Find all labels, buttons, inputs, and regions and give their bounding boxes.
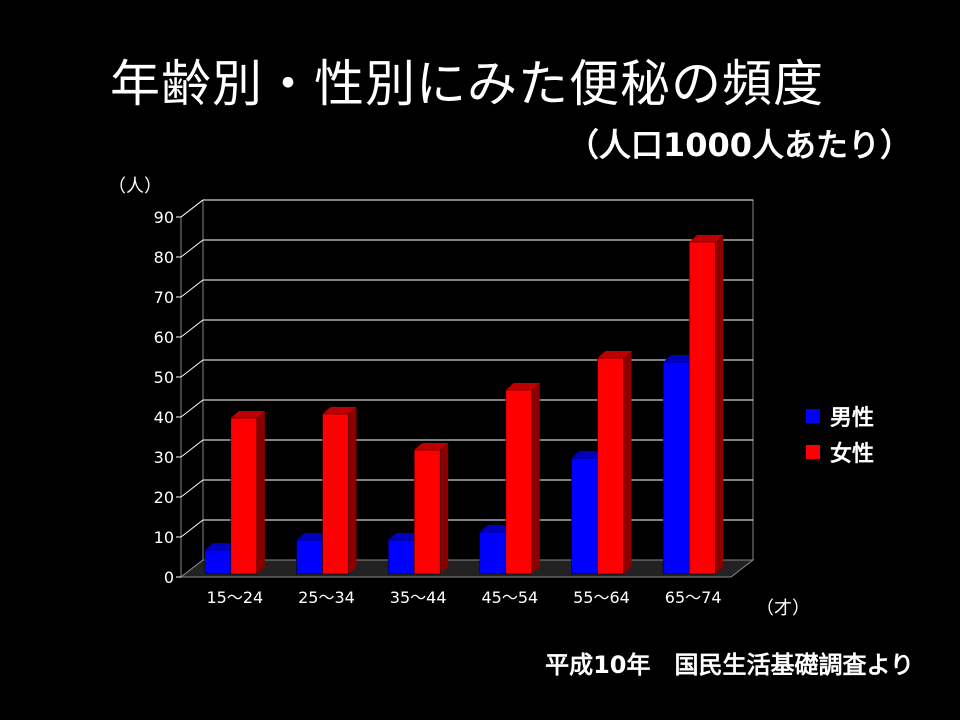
bar-female-5 bbox=[688, 241, 716, 575]
gridline-side bbox=[180, 319, 204, 338]
y-tick-label: 40 bbox=[154, 408, 174, 427]
bar-female-0-top bbox=[230, 411, 265, 418]
x-tick-label: 45～54 bbox=[481, 588, 538, 607]
gridline-side bbox=[180, 399, 204, 418]
bar-female-1-side bbox=[348, 407, 357, 574]
y-tick-label: 80 bbox=[154, 248, 174, 267]
bar-female-0 bbox=[230, 417, 258, 575]
gridline-side bbox=[180, 279, 204, 298]
bar-female-3 bbox=[505, 389, 533, 575]
bar-male-3 bbox=[479, 531, 507, 575]
gridline-side bbox=[180, 479, 204, 498]
bar-female-1-top bbox=[322, 407, 357, 414]
bar-male-3-top bbox=[479, 525, 514, 532]
bar-male-4 bbox=[571, 457, 598, 575]
legend-item-male: 男性 bbox=[806, 398, 874, 434]
bar-female-2-top bbox=[414, 443, 449, 450]
y-tick-label: 10 bbox=[154, 528, 174, 547]
bar-female-1 bbox=[322, 413, 349, 575]
legend: 男性 女性 bbox=[806, 398, 874, 470]
legend-item-female: 女性 bbox=[806, 434, 874, 470]
bar-female-4-side bbox=[623, 351, 632, 574]
gridline-side bbox=[180, 239, 204, 258]
bar-male-0 bbox=[204, 549, 232, 575]
bar-male-2 bbox=[387, 539, 415, 575]
gridline-side bbox=[180, 519, 204, 538]
y-tick-label: 0 bbox=[164, 568, 174, 587]
bar-female-2-side bbox=[440, 443, 449, 574]
bar-female-4-top bbox=[597, 351, 632, 358]
x-axis-label: （才） bbox=[756, 598, 810, 619]
x-tick-label: 35～44 bbox=[390, 588, 447, 607]
y-tick-label: 70 bbox=[154, 288, 174, 307]
y-tick-label: 30 bbox=[154, 448, 174, 467]
bar-male-0-top bbox=[204, 543, 239, 550]
plot-left-wall bbox=[180, 198, 204, 579]
x-tick-label: 55～64 bbox=[573, 588, 630, 607]
bar-male-1-top bbox=[296, 533, 331, 540]
gridline-side bbox=[180, 199, 204, 218]
bar-male-1 bbox=[296, 539, 323, 575]
y-tick-label: 60 bbox=[154, 328, 174, 347]
gridline-side bbox=[180, 439, 204, 458]
source-note: 平成10年 国民生活基礎調査より bbox=[545, 651, 914, 679]
legend-swatch-male bbox=[806, 409, 820, 423]
bar-female-4 bbox=[597, 357, 624, 575]
bar-female-0-side bbox=[256, 411, 265, 574]
legend-swatch-female bbox=[806, 445, 820, 459]
x-tick-label: 15～24 bbox=[206, 588, 263, 607]
legend-label-male: 男性 bbox=[830, 406, 875, 431]
x-tick-label: 65～74 bbox=[665, 588, 722, 607]
bar-male-5 bbox=[662, 361, 690, 575]
bar-female-2 bbox=[413, 449, 441, 575]
bar-female-3-top bbox=[505, 383, 540, 390]
y-tick-label: 20 bbox=[154, 488, 174, 507]
x-tick-label: 25～34 bbox=[298, 588, 355, 607]
y-axis-label: （人） bbox=[108, 176, 162, 197]
bar-female-3-side bbox=[531, 383, 540, 574]
bar-male-2-top bbox=[388, 533, 423, 540]
bar-female-5-top bbox=[689, 235, 724, 242]
legend-label-female: 女性 bbox=[830, 442, 875, 467]
y-tick-label: 90 bbox=[154, 208, 174, 227]
bar-male-4-top bbox=[571, 451, 606, 458]
page-subtitle: （人口1000人あたり） bbox=[566, 126, 912, 164]
gridline-side bbox=[180, 359, 204, 378]
page-title: 年齢別・性別にみた便秘の頻度 bbox=[110, 55, 824, 113]
bar-male-5-top bbox=[663, 355, 698, 362]
bar-female-5-side bbox=[715, 235, 724, 574]
y-tick-label: 50 bbox=[154, 368, 174, 387]
